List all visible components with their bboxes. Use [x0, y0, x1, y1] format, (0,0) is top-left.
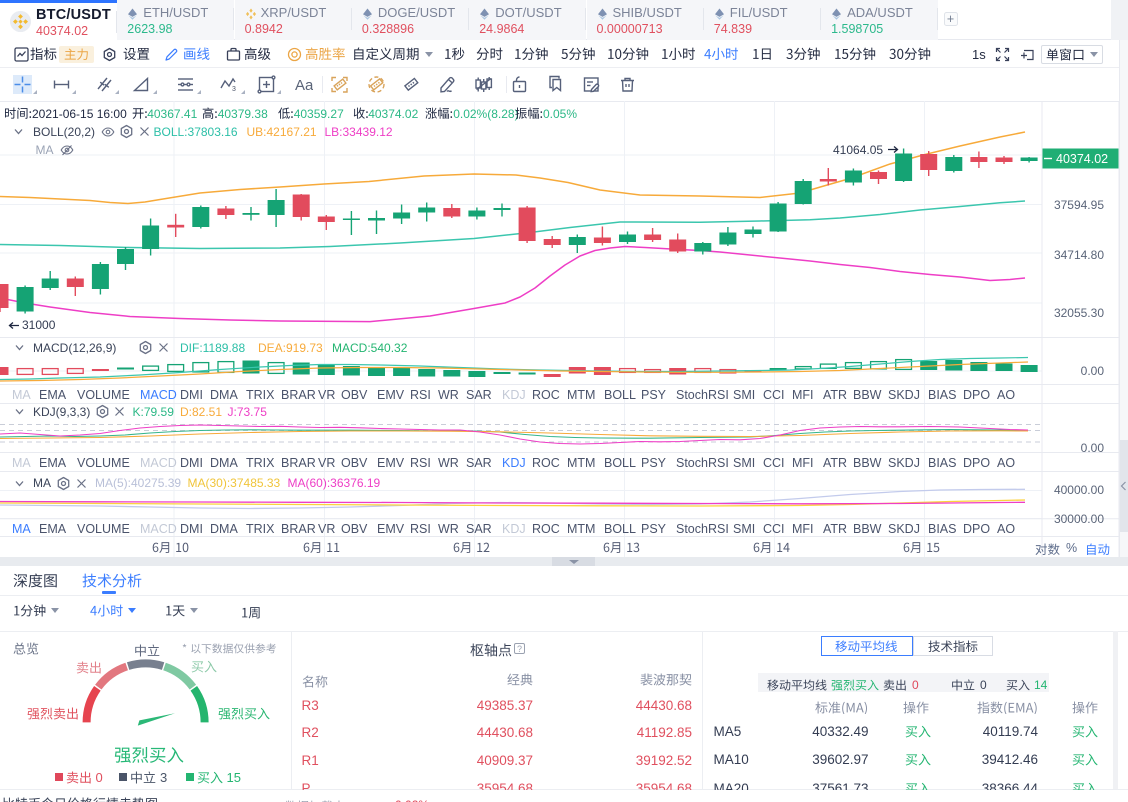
svg-text:Aa: Aa	[295, 77, 313, 94]
svg-text:3: 3	[232, 86, 236, 93]
svg-text:40374.02: 40374.02	[1056, 152, 1108, 166]
